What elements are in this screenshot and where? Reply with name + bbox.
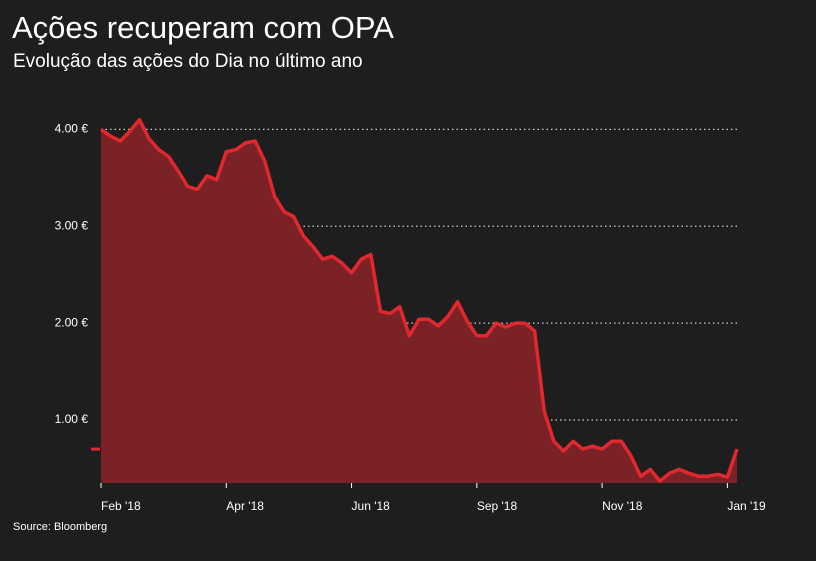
line — [99, 117, 739, 483]
x-tick-label: Feb '18 — [101, 499, 141, 513]
x-tick-label: Jun '18 — [352, 499, 391, 513]
x-tick-label: Apr '18 — [226, 499, 264, 513]
x-tick-label: Jan '19 — [727, 499, 766, 513]
x-tick-label: Sep '18 — [477, 499, 518, 513]
y-tick-label: 2.00 € — [55, 315, 89, 329]
y-tick-label: 1.00 € — [55, 412, 89, 426]
chart-title: Ações recuperam com OPA — [12, 10, 394, 45]
x-tick-label: Nov '18 — [602, 499, 643, 513]
y-tick-label: 4.00 € — [55, 122, 89, 136]
source: Source: Bloomberg — [13, 521, 107, 533]
y-tick-label: 3.00 € — [55, 218, 89, 232]
area — [101, 119, 737, 483]
chart-subtitle: Evolução das ações do Dia no último ano — [13, 51, 363, 72]
